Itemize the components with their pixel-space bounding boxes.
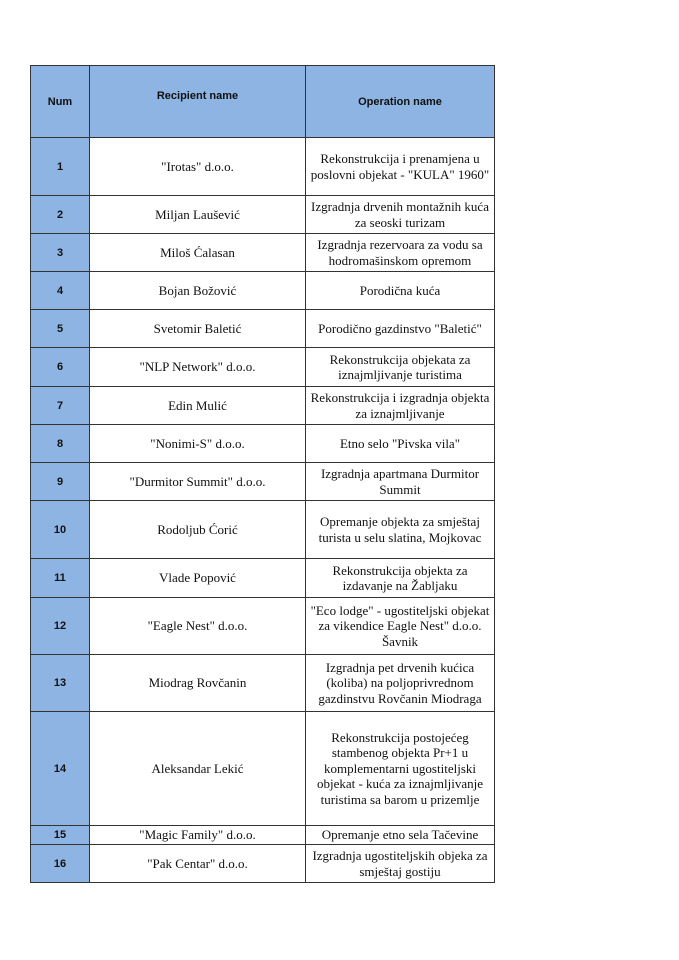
operation-name: Porodična kuća xyxy=(305,271,495,310)
row-num: 13 xyxy=(30,654,90,712)
header-row: Num Recipient name Operation name xyxy=(30,65,495,138)
row-num: 1 xyxy=(30,137,90,196)
header-num: Num xyxy=(30,65,90,138)
table-row: 11 Vlade Popović Rekonstrukcija objekta za… xyxy=(30,558,495,598)
row-num: 14 xyxy=(30,711,90,826)
table-row: 6 "NLP Network" d.o.o. Rekonstrukcija obje… xyxy=(30,347,495,387)
recipient-name: "NLP Network" d.o.o. xyxy=(89,347,306,387)
operation-name: Rekonstrukcija objekta za izdavanje na Ž… xyxy=(305,558,495,598)
recipient-name: "Irotas" d.o.o. xyxy=(89,137,306,196)
recipient-name: Miodrag Rovčanin xyxy=(89,654,306,712)
recipients-table: Num Recipient name Operation name 1 "Irot… xyxy=(30,65,495,883)
recipient-name: "Eagle Nest" d.o.o. xyxy=(89,597,306,655)
recipient-name: Edin Mulić xyxy=(89,386,306,425)
row-num: 12 xyxy=(30,597,90,655)
table-row: 4 Bojan Božović Porodična kuća xyxy=(30,271,495,310)
table-row: 2 Miljan Laušević Izgradnja drvenih montaž… xyxy=(30,195,495,234)
table-row: 13 Miodrag Rovčanin Izgradnja pet drvenih … xyxy=(30,654,495,712)
table-row: 16 "Pak Centar" d.o.o. Izgradnja ugostitel… xyxy=(30,844,495,883)
recipient-name: Bojan Božović xyxy=(89,271,306,310)
table-row: 3 Miloš Ćalasan Izgradnja rezervoara za vo… xyxy=(30,233,495,272)
table-row: 8 "Nonimi-S" d.o.o. Etno selo "Pivska vila… xyxy=(30,424,495,463)
recipient-name: Miloš Ćalasan xyxy=(89,233,306,272)
row-num: 16 xyxy=(30,844,90,883)
recipient-name: Miljan Laušević xyxy=(89,195,306,234)
operation-name: Izgradnja drvenih montažnih kuća za seos… xyxy=(305,195,495,234)
operation-name: Izgradnja apartmana Durmitor Summit xyxy=(305,462,495,501)
row-num: 3 xyxy=(30,233,90,272)
row-num: 9 xyxy=(30,462,90,501)
recipient-name: "Durmitor Summit" d.o.o. xyxy=(89,462,306,501)
operation-name: "Eco lodge" - ugostiteljski objekat za v… xyxy=(305,597,495,655)
operation-name: Etno selo "Pivska vila" xyxy=(305,424,495,463)
operation-name: Izgradnja pet drvenih kućica (koliba) na… xyxy=(305,654,495,712)
row-num: 8 xyxy=(30,424,90,463)
table-row: 7 Edin Mulić Rekonstrukcija i izgradnja ob… xyxy=(30,386,495,425)
recipient-name: Rodoljub Ćorić xyxy=(89,500,306,559)
row-num: 7 xyxy=(30,386,90,425)
operation-name: Rekonstrukcija objekata za iznajmljivanj… xyxy=(305,347,495,387)
table-row: 15 "Magic Family" d.o.o. Opremanje etno se… xyxy=(30,825,495,845)
recipient-name: "Magic Family" d.o.o. xyxy=(89,825,306,845)
recipient-name: Aleksandar Lekić xyxy=(89,711,306,826)
row-num: 5 xyxy=(30,309,90,348)
operation-name: Rekonstrukcija postojećeg stambenog obje… xyxy=(305,711,495,826)
operation-name: Opremanje objekta za smještaj turista u … xyxy=(305,500,495,559)
operation-name: Izgradnja rezervoara za vodu sa hodromaš… xyxy=(305,233,495,272)
table-row: 12 "Eagle Nest" d.o.o. "Eco lodge" - ugost… xyxy=(30,597,495,655)
recipient-name: Svetomir Baletić xyxy=(89,309,306,348)
operation-name: Porodično gazdinstvo "Baletić" xyxy=(305,309,495,348)
table-row: 10 Rodoljub Ćorić Opremanje objekta za smj… xyxy=(30,500,495,559)
table-row: 14 Aleksandar Lekić Rekonstrukcija postoje… xyxy=(30,711,495,826)
operation-name: Rekonstrukcija i izgradnja objekta za iz… xyxy=(305,386,495,425)
row-num: 2 xyxy=(30,195,90,234)
operation-name: Rekonstrukcija i prenamjena u poslovni o… xyxy=(305,137,495,196)
table-row: 9 "Durmitor Summit" d.o.o. Izgradnja apart… xyxy=(30,462,495,501)
row-num: 15 xyxy=(30,825,90,845)
row-num: 4 xyxy=(30,271,90,310)
row-num: 6 xyxy=(30,347,90,387)
recipient-name: "Pak Centar" d.o.o. xyxy=(89,844,306,883)
header-operation: Operation name xyxy=(305,65,495,138)
table-row: 1 "Irotas" d.o.o. Rekonstrukcija i prenamj… xyxy=(30,137,495,196)
header-recipient: Recipient name xyxy=(89,65,306,138)
row-num: 11 xyxy=(30,558,90,598)
row-num: 10 xyxy=(30,500,90,559)
recipient-name: "Nonimi-S" d.o.o. xyxy=(89,424,306,463)
operation-name: Izgradnja ugostiteljskih objeka za smješ… xyxy=(305,844,495,883)
table-row: 5 Svetomir Baletić Porodično gazdinstvo "B… xyxy=(30,309,495,348)
operation-name: Opremanje etno sela Tačevine xyxy=(305,825,495,845)
recipient-name: Vlade Popović xyxy=(89,558,306,598)
